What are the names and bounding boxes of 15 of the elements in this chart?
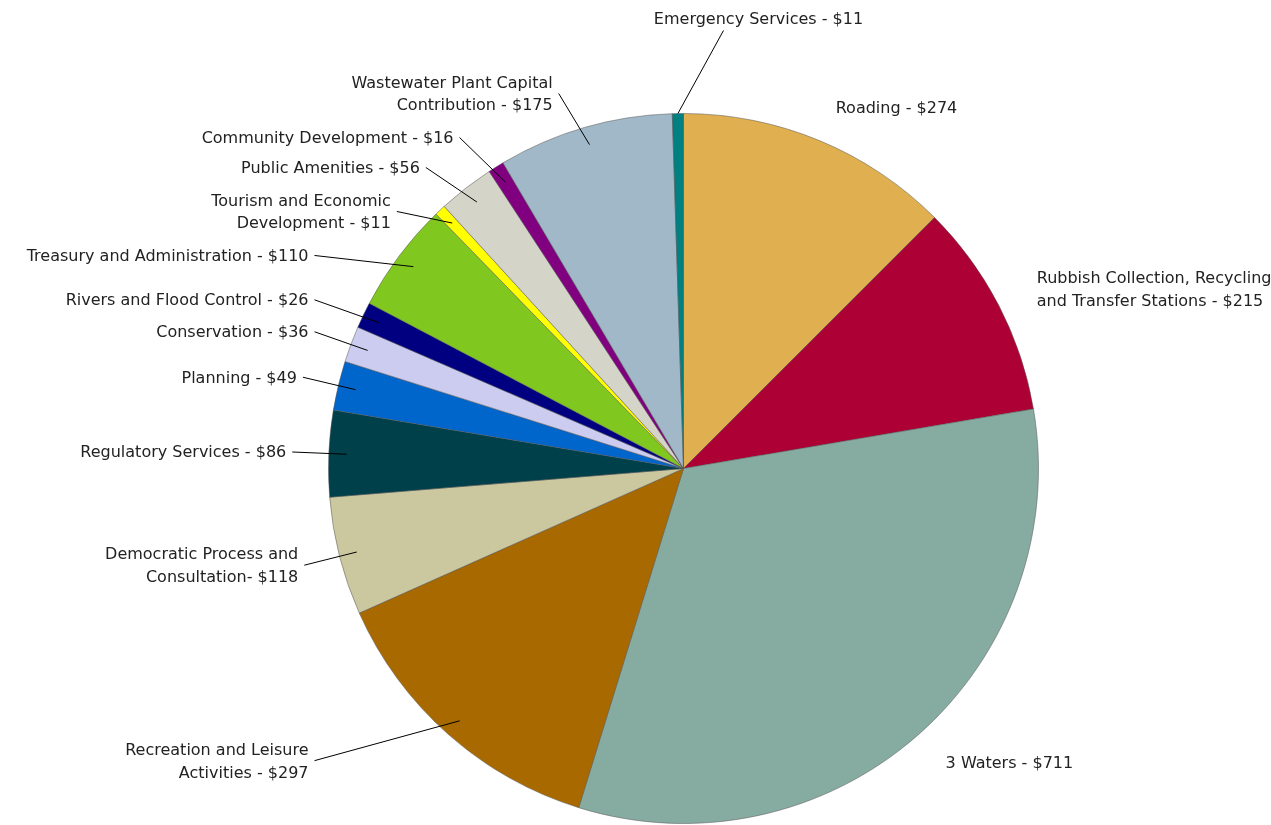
slice-label: Conservation - $36: [156, 322, 309, 342]
slice-label: Democratic Process and Consultation- $118: [105, 544, 299, 587]
slice-label: Roading - $274: [835, 98, 958, 118]
slice-label: Public Amenities - $56: [241, 157, 420, 177]
slice-label: Planning - $49: [181, 367, 297, 387]
slice-label: 3 Waters - $711: [945, 752, 1074, 772]
slice-label: Rivers and Flood Control - $26: [65, 290, 309, 310]
slice-label: Rubbish Collection, Recycling and Transfer Stations - $215: [1036, 268, 1271, 311]
slice-label: Regulatory Services - $86: [80, 442, 287, 462]
slice-label: Treasury and Administration - $110: [25, 245, 309, 265]
slice-label: Wastewater Plant Capital Contribution - $175: [351, 72, 553, 115]
slice-label: Emergency Services - $11: [653, 9, 864, 28]
slice-label: Tourism and Economic Development - $11: [210, 190, 391, 233]
slice-label: Community Development - $16: [201, 127, 454, 147]
slice-label: Recreation and Leisure Activities - $297: [125, 739, 309, 782]
